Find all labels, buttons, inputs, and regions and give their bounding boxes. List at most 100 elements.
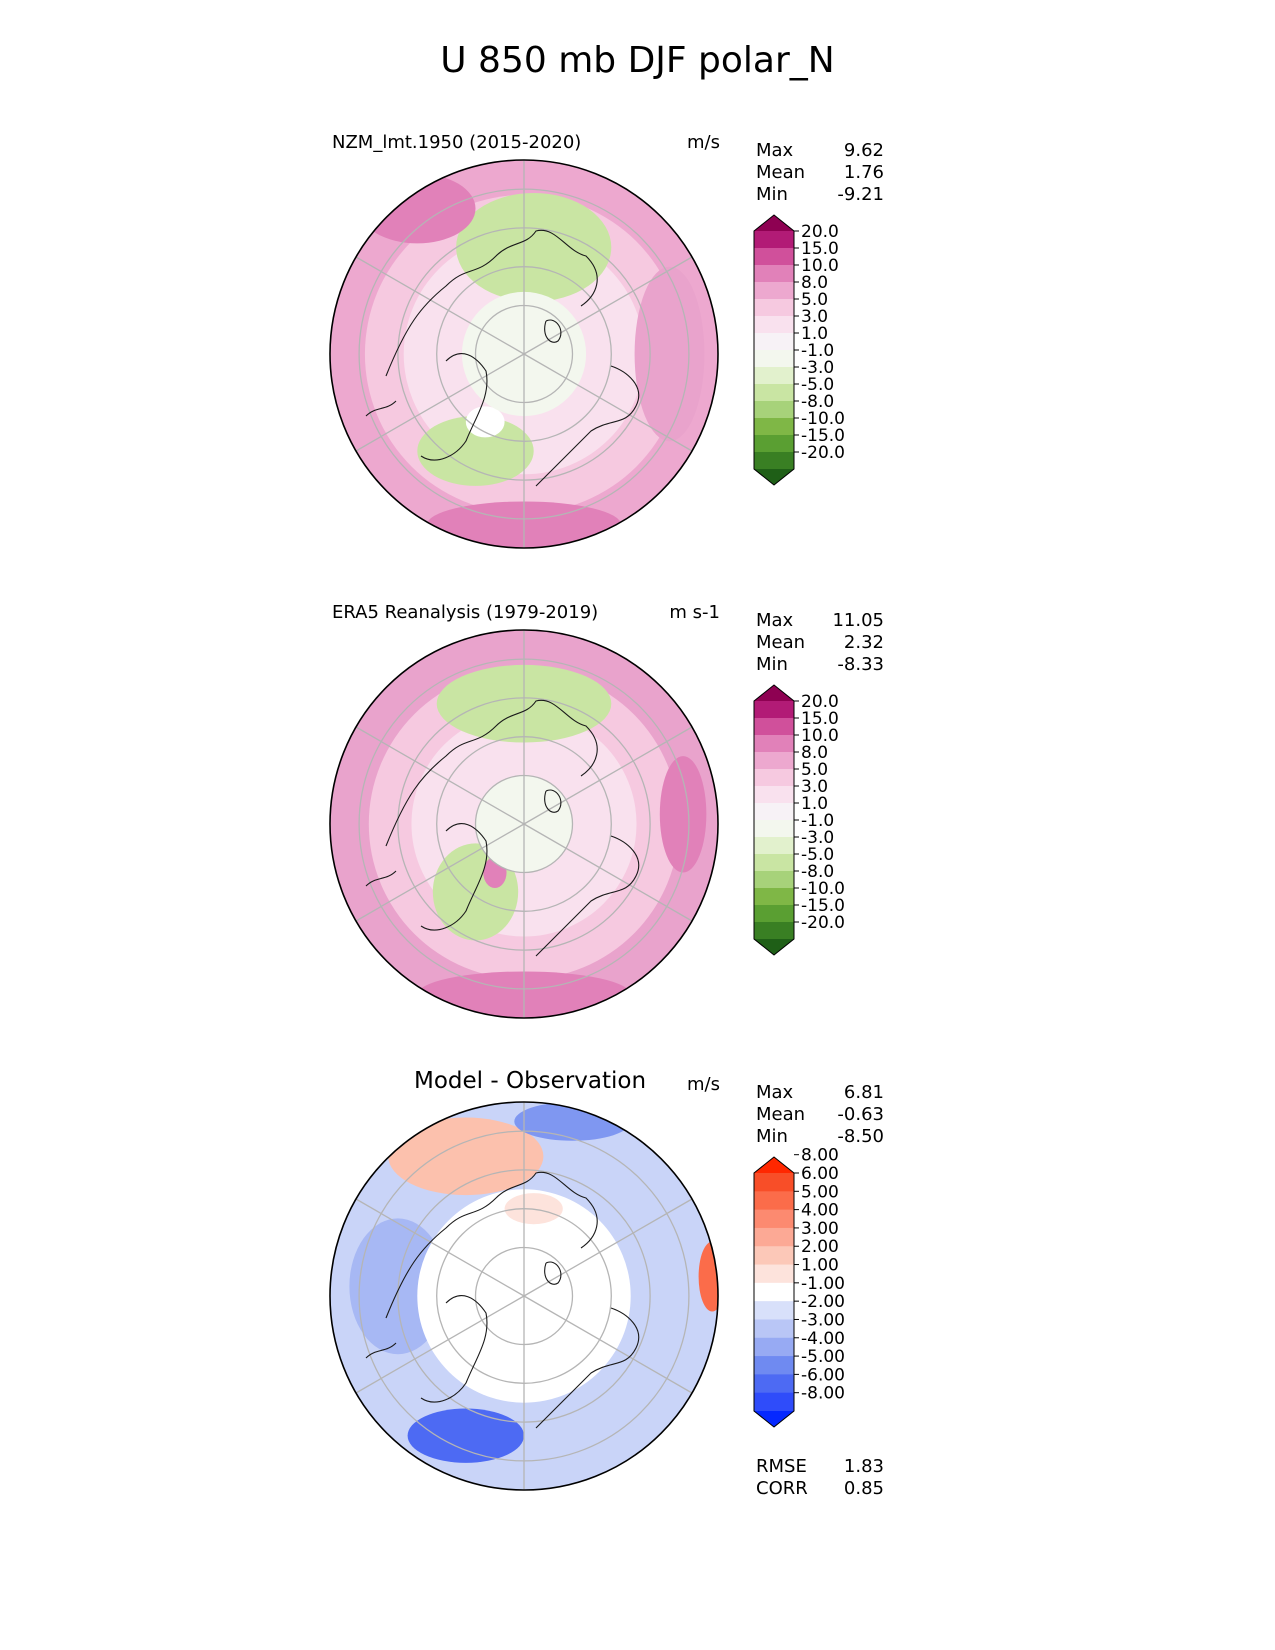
- stat-label: Max: [756, 140, 794, 161]
- panel-3-units: m/s: [687, 1074, 720, 1095]
- stat-label: Max: [756, 1082, 794, 1103]
- colorbar-tick-label: 1.0: [801, 794, 828, 814]
- colorbar-extend-top: [754, 215, 794, 231]
- colorbar-tick-label: -8.0: [801, 862, 834, 882]
- panel-3-map: [329, 1101, 719, 1491]
- field-blob: [659, 756, 707, 873]
- stat-label: CORR: [756, 1478, 808, 1499]
- stat-mean: Mean 1.76: [756, 162, 884, 184]
- colorbar-segment: [754, 350, 794, 368]
- colorbar-tick-label: -20.0: [801, 443, 845, 463]
- map-boundary: [329, 159, 719, 549]
- stat-label: Max: [756, 610, 794, 631]
- colorbar-segment: [754, 752, 794, 770]
- panel-1-units: m/s: [687, 132, 720, 153]
- colorbar-tick-label: 3.00: [801, 1219, 839, 1239]
- coastline: [365, 1342, 397, 1359]
- colorbar-tick-label: -10.0: [801, 409, 845, 429]
- panel-3-extra-stats: RMSE 1.83 CORR 0.85: [756, 1456, 884, 1500]
- coastline: [365, 400, 397, 417]
- colorbar-segment: [754, 265, 794, 283]
- field-blob: [698, 1241, 718, 1312]
- stat-value: -0.63: [837, 1104, 884, 1125]
- colorbar-segment: [754, 735, 794, 753]
- stat-label: Min: [756, 1126, 788, 1147]
- colorbar-extend-top: [754, 685, 794, 701]
- colorbar-segment: [754, 435, 794, 453]
- meridian-line: [355, 256, 525, 355]
- colorbar-segment: [754, 452, 794, 470]
- field-blob: [359, 173, 476, 244]
- colorbar-segment: [754, 1301, 794, 1321]
- coastline: [385, 229, 598, 377]
- colorbar-tick-label: 8.00: [801, 1146, 839, 1166]
- stat-max: Max 11.05: [756, 610, 884, 632]
- colorbar-segment: [754, 1392, 794, 1412]
- meridian-line: [355, 353, 525, 452]
- colorbar-svg: -8.00-6.00-5.00-4.00-3.00-2.00-1.001.002…: [753, 1146, 845, 1428]
- colorbar-tick-label: 5.00: [801, 1182, 839, 1202]
- colorbar-segment: [754, 871, 794, 889]
- colorbar-tick-label: -3.0: [801, 828, 834, 848]
- colorbar-tick-label: -4.00: [801, 1329, 845, 1349]
- stat-rmse: RMSE 1.83: [756, 1456, 884, 1478]
- colorbar-tick-label: 20.0: [801, 222, 839, 242]
- panel-1-stats: Max 9.62 Mean 1.76 Min -9.21: [756, 140, 884, 206]
- stat-label: Mean: [756, 632, 806, 653]
- meridian-line: [523, 823, 693, 922]
- colorbar-segment: [754, 1337, 794, 1357]
- stat-label: Min: [756, 184, 788, 205]
- coastline: [544, 319, 562, 343]
- colorbar-segment: [754, 1227, 794, 1247]
- field-blob: [465, 406, 505, 438]
- colorbar-tick-label: -15.0: [801, 896, 845, 916]
- coastline: [535, 835, 639, 957]
- colorbar-segment: [754, 803, 794, 821]
- stat-min: Min -8.50: [756, 1126, 884, 1148]
- colorbar-outline: [753, 214, 795, 486]
- meridian-line: [523, 353, 693, 452]
- colorbar-segment: [754, 786, 794, 804]
- panel-3-stats: Max 6.81 Mean -0.63 Min -8.50: [756, 1082, 884, 1148]
- stat-value: 9.62: [843, 140, 884, 161]
- colorbar-tick-label: 10.0: [801, 256, 839, 276]
- colorbar-segment: [754, 1191, 794, 1211]
- colorbar-tick-label: 20.0: [801, 692, 839, 712]
- colorbar-tick-label: 1.0: [801, 324, 828, 344]
- stat-max: Max 6.81: [756, 1082, 884, 1104]
- colorbar-tick-label: 5.0: [801, 290, 828, 310]
- colorbar-svg: -20.0-15.0-10.0-8.0-5.0-3.0-1.01.03.05.0…: [753, 214, 845, 486]
- stat-min: Min -8.33: [756, 654, 884, 676]
- colorbar-tick-label: 2.00: [801, 1237, 839, 1257]
- colorbar-tick-label: 15.0: [801, 239, 839, 259]
- stat-value: 2.32: [843, 632, 884, 653]
- colorbar-segment: [754, 1173, 794, 1192]
- meridian-line: [523, 1295, 693, 1394]
- colorbar-segment: [754, 1319, 794, 1339]
- map-boundary: [329, 629, 719, 1019]
- colorbar-segment: [754, 820, 794, 838]
- stat-max: Max 9.62: [756, 140, 884, 162]
- colorbar-segment: [754, 333, 794, 351]
- colorbar-segment: [754, 1264, 794, 1284]
- colorbar-tick-label: 3.0: [801, 777, 828, 797]
- map-boundary: [329, 1101, 719, 1491]
- colorbar-segment: [754, 367, 794, 385]
- colorbar-segment: [754, 769, 794, 787]
- colorbar-tick-label: 8.0: [801, 273, 828, 293]
- coastline: [544, 1261, 562, 1285]
- colorbar-segment: [754, 1246, 794, 1266]
- panel-2-units: m s-1: [669, 602, 720, 623]
- colorbar-segment: [754, 888, 794, 906]
- coastline: [420, 353, 488, 461]
- panel-1-map: [329, 159, 719, 549]
- colorbar-segment: [754, 282, 794, 300]
- colorbar-tick-label: 3.0: [801, 307, 828, 327]
- colorbar-segment: [754, 854, 794, 872]
- colorbar-tick-label: 8.0: [801, 743, 828, 763]
- stat-value: 6.81: [843, 1082, 884, 1103]
- colorbar-tick-label: -3.00: [801, 1310, 845, 1330]
- colorbar-tick-label: -5.0: [801, 375, 834, 395]
- panel-1-colorbar: -20.0 -15.0 -10.0 -8.0 -5.0 -3.0 -1.0 1.0 3.0 5.0…: [753, 214, 864, 500]
- colorbar-segment: [754, 905, 794, 923]
